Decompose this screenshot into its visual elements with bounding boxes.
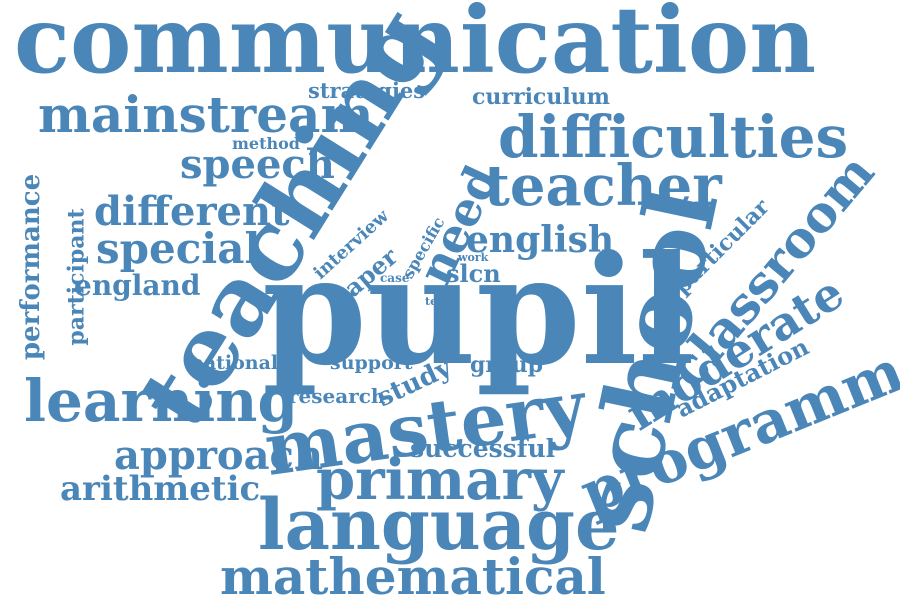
word-different: different bbox=[94, 188, 290, 235]
word-primary: primary bbox=[316, 447, 564, 513]
word-england: england bbox=[74, 269, 201, 302]
word-approach: approach bbox=[114, 432, 323, 479]
word-arithmetic: arithmetic bbox=[60, 469, 261, 509]
word-strategies: strategies bbox=[308, 78, 426, 103]
word-special: special bbox=[96, 224, 261, 273]
word-case: case bbox=[380, 271, 410, 285]
word-method: method bbox=[232, 134, 300, 153]
word-language: language bbox=[258, 483, 620, 566]
word-mathematical: mathematical bbox=[220, 547, 606, 597]
word-mainstream: mainstream bbox=[38, 85, 374, 144]
word-curriculum: curriculum bbox=[472, 84, 610, 110]
word-test: test bbox=[425, 295, 449, 308]
word-work: work bbox=[458, 251, 489, 264]
word-national: national bbox=[190, 352, 279, 374]
word-difficulties: difficulties bbox=[498, 103, 849, 171]
word-support: support bbox=[330, 352, 413, 374]
word-learning: learning bbox=[24, 367, 298, 435]
word-successful: successful bbox=[410, 434, 556, 463]
word-group: group bbox=[470, 352, 544, 378]
word-english: english bbox=[466, 219, 615, 261]
word-teacher: teacher bbox=[484, 153, 722, 219]
word-slcn: slcn bbox=[446, 259, 501, 288]
word-speech: speech bbox=[180, 141, 335, 188]
word-pupil: pupil bbox=[262, 223, 695, 399]
word-performance: performance bbox=[16, 173, 47, 361]
word-communication: communication bbox=[14, 0, 817, 94]
word-research: research bbox=[288, 384, 386, 408]
